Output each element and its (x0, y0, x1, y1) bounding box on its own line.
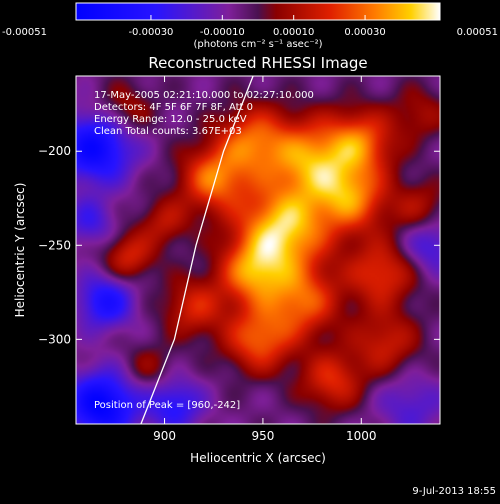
x-axis-label: Heliocentric X (arcsec) (190, 451, 326, 465)
footer-date: 9-Jul-2013 18:55 (412, 486, 496, 497)
annotation-energy-range: Energy Range: 12.0 - 25.0 keV (94, 114, 247, 125)
heatmap-image (76, 76, 440, 424)
colorbar-tick-label: -0.00010 (200, 27, 245, 38)
colorbar (76, 3, 440, 20)
colorbar-tick-label: 0.00051 (457, 27, 498, 38)
solar-limb-curve (140, 76, 254, 424)
annotation-block: 17-May-2005 02:21:10.000 to 02:27:10.000… (94, 90, 314, 137)
colorbar-tick-label: -0.00051 (2, 27, 47, 38)
y-axis-label: Heliocentric Y (arcsec) (13, 183, 27, 318)
annotation-clean-counts: Clean Total counts: 3.67E+03 (94, 126, 242, 137)
plot-frame (75, 75, 441, 425)
y-tick-label: −200 (38, 144, 71, 158)
axis-ticks (76, 76, 440, 424)
peak-position-label: Position of Peak = [960,-242] (94, 400, 240, 411)
x-tick-label: 900 (153, 429, 176, 443)
annotation-detectors: Detectors: 4F 5F 6F 7F 8F, Att 0 (94, 102, 253, 113)
x-tick-label: 1000 (346, 429, 377, 443)
colorbar-tick-label: 0.00030 (344, 27, 385, 38)
axis-tick-labels: 900 950 1000 −200 −250 −300 (38, 144, 377, 443)
x-tick-label: 950 (251, 429, 274, 443)
colorbar-frame (75, 2, 441, 21)
colorbar-tick-labels: -0.00051 -0.00030 -0.00010 0.00010 0.00030 0.… (2, 27, 498, 38)
y-tick-label: −250 (38, 238, 71, 252)
annotation-time-range: 17-May-2005 02:21:10.000 to 02:27:10.000 (94, 90, 314, 101)
y-tick-label: −300 (38, 332, 71, 346)
colorbar-tick-label: 0.00010 (273, 27, 314, 38)
colorbar-tick-label: -0.00030 (128, 27, 173, 38)
colorbar-unit-label: (photons cm⁻² s⁻¹ asec⁻²) (193, 39, 322, 50)
colorbar-ticks (75, 15, 441, 20)
chart-title: Reconstructed RHESSI Image (148, 54, 367, 72)
